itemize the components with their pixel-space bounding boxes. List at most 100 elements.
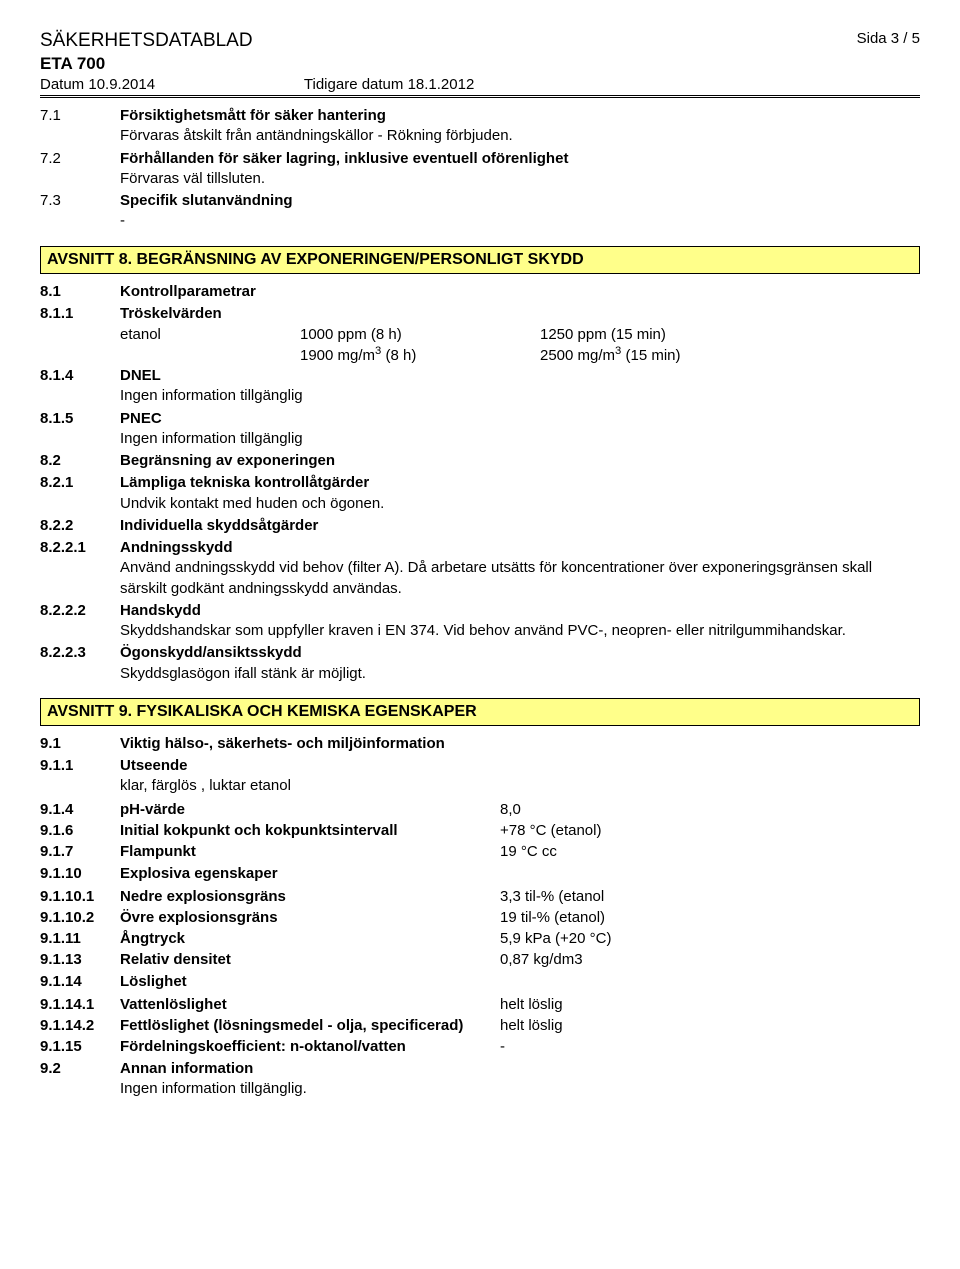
row-8-1-5: 8.1.5 PNEC Ingen information tillgänglig — [40, 409, 920, 450]
num-9-1-10: 9.1.10 — [40, 864, 120, 884]
property-label: Fettlöslighet (lösningsmedel - olja, spe… — [120, 1017, 500, 1034]
row-8-2: 8.2 Begränsning av exponeringen — [40, 451, 920, 471]
title-8-1: Kontrollparametrar — [120, 282, 920, 302]
num-9-1-14: 9.1.14 — [40, 972, 120, 992]
body-8-2-2-2: Skyddshandskar som uppfyller kraven i EN… — [120, 621, 920, 641]
property-num: 9.1.6 — [40, 822, 120, 839]
row-8-2-2-1: 8.2.2.1 Andningsskydd Använd andningssky… — [40, 538, 920, 599]
num-9-1: 9.1 — [40, 734, 120, 754]
num-9-1-1: 9.1.1 — [40, 756, 120, 797]
property-num: 9.1.4 — [40, 801, 120, 818]
body-9-1-1: klar, färglös , luktar etanol — [120, 776, 920, 796]
body-8-2-2-1: Använd andningsskydd vid behov (filter A… — [120, 558, 920, 599]
body-8-2-2-3: Skyddsglasögon ifall stänk är möjligt. — [120, 664, 920, 684]
product-name: ETA 700 — [40, 54, 920, 74]
num-8-2-2: 8.2.2 — [40, 516, 120, 536]
section-8-header: AVSNITT 8. BEGRÄNSNING AV EXPONERINGEN/P… — [40, 246, 920, 274]
row-9-1: 9.1 Viktig hälso-, säkerhets- och miljöi… — [40, 734, 920, 754]
etanol-a2: 1250 ppm (15 min) — [540, 326, 920, 343]
title-8-2-2-2: Handskydd — [120, 601, 920, 621]
property-value: helt löslig — [500, 996, 920, 1013]
row-8-2-2: 8.2.2 Individuella skyddsåtgärder — [40, 516, 920, 536]
title-7-1: Försiktighetsmått för säker hantering — [120, 106, 920, 126]
title-9-1-14: Löslighet — [120, 972, 920, 992]
properties-group-2: 9.1.10.1Nedre explosionsgräns3,3 til-% (… — [40, 888, 920, 968]
page-number: Sida 3 / 5 — [857, 30, 920, 47]
property-num: 9.1.14.1 — [40, 996, 120, 1013]
num-8-2-2-2: 8.2.2.2 — [40, 601, 120, 642]
num-8-1-1: 8.1.1 — [40, 304, 120, 324]
property-label: Relativ densitet — [120, 951, 500, 968]
property-row: 9.1.10.1Nedre explosionsgräns3,3 til-% (… — [40, 888, 920, 905]
date-row: Datum 10.9.2014 Tidigare datum 18.1.2012 — [40, 76, 920, 93]
body-9-2: Ingen information tillgänglig. — [120, 1079, 920, 1099]
property-value: 5,9 kPa (+20 °C) — [500, 930, 920, 947]
num-9-2: 9.2 — [40, 1059, 120, 1100]
body-7-2: Förvaras väl tillsluten. — [120, 169, 920, 189]
property-row: 9.1.6Initial kokpunkt och kokpunktsinter… — [40, 822, 920, 839]
property-row: 9.1.7Flampunkt19 °C cc — [40, 843, 920, 860]
header-divider — [40, 95, 920, 98]
row-8-2-2-3: 8.2.2.3 Ögonskydd/ansiktsskydd Skyddsgla… — [40, 643, 920, 684]
num-8-2-1: 8.2.1 — [40, 473, 120, 514]
row-9-1-1: 9.1.1 Utseende klar, färglös , luktar et… — [40, 756, 920, 797]
property-row: 9.1.14.1Vattenlöslighethelt löslig — [40, 996, 920, 1013]
num-8-1: 8.1 — [40, 282, 120, 302]
body-7-1: Förvaras åtskilt från antändningskällor … — [120, 126, 920, 146]
title-7-3: Specifik slutanvändning — [120, 191, 920, 211]
title-9-1-1: Utseende — [120, 756, 920, 776]
body-8-1-4: Ingen information tillgänglig — [120, 386, 920, 406]
property-row: 9.1.13Relativ densitet0,87 kg/dm3 — [40, 951, 920, 968]
date-current: Datum 10.9.2014 — [40, 76, 300, 93]
property-value: +78 °C (etanol) — [500, 822, 920, 839]
property-num: 9.1.13 — [40, 951, 120, 968]
property-num: 9.1.10.2 — [40, 909, 120, 926]
num-8-2: 8.2 — [40, 451, 120, 471]
property-row: 9.1.11Ångtryck5,9 kPa (+20 °C) — [40, 930, 920, 947]
property-value: 19 til-% (etanol) — [500, 909, 920, 926]
title-9-1-10: Explosiva egenskaper — [120, 864, 920, 884]
property-row: 9.1.4pH-värde8,0 — [40, 801, 920, 818]
title-8-1-5: PNEC — [120, 409, 920, 429]
property-row: 9.1.15Fördelningskoefficient: n-oktanol/… — [40, 1038, 920, 1055]
row-9-1-14: 9.1.14 Löslighet — [40, 972, 920, 992]
title-8-2: Begränsning av exponeringen — [120, 451, 920, 471]
property-num: 9.1.7 — [40, 843, 120, 860]
document-title: SÄKERHETSDATABLAD — [40, 30, 253, 52]
properties-group-3: 9.1.14.1Vattenlöslighethelt löslig9.1.14… — [40, 996, 920, 1055]
body-8-2-1: Undvik kontakt med huden och ögonen. — [120, 494, 920, 514]
property-value: helt löslig — [500, 1017, 920, 1034]
title-8-2-1: Lämpliga tekniska kontrollåtgärder — [120, 473, 920, 493]
etanol-row-1: etanol 1000 ppm (8 h) 1250 ppm (15 min) — [120, 326, 920, 343]
property-num: 9.1.11 — [40, 930, 120, 947]
title-8-1-4: DNEL — [120, 366, 920, 386]
row-8-1-1: 8.1.1 Tröskelvärden — [40, 304, 920, 324]
num-8-2-2-1: 8.2.2.1 — [40, 538, 120, 599]
property-value: 19 °C cc — [500, 843, 920, 860]
title-7-2: Förhållanden för säker lagring, inklusiv… — [120, 149, 920, 169]
body-7-3: - — [120, 211, 920, 231]
etanol-row-2: 1900 mg/m3 (8 h) 2500 mg/m3 (15 min) — [120, 345, 920, 364]
num-8-2-2-3: 8.2.2.3 — [40, 643, 120, 684]
property-label: Flampunkt — [120, 843, 500, 860]
num-7-1: 7.1 — [40, 106, 120, 147]
property-label: pH-värde — [120, 801, 500, 818]
row-7-1: 7.1 Försiktighetsmått för säker hanterin… — [40, 106, 920, 147]
page-header: SÄKERHETSDATABLAD Sida 3 / 5 — [40, 30, 920, 52]
row-8-1: 8.1 Kontrollparametrar — [40, 282, 920, 302]
num-8-1-5: 8.1.5 — [40, 409, 120, 450]
property-label: Övre explosionsgräns — [120, 909, 500, 926]
etanol-b2: 2500 mg/m3 (15 min) — [540, 345, 920, 364]
row-7-3: 7.3 Specifik slutanvändning - — [40, 191, 920, 232]
title-8-2-2: Individuella skyddsåtgärder — [120, 516, 920, 536]
property-label: Ångtryck — [120, 930, 500, 947]
title-8-2-2-3: Ögonskydd/ansiktsskydd — [120, 643, 920, 663]
etanol-b1: 1900 mg/m3 (8 h) — [300, 345, 540, 364]
property-row: 9.1.10.2Övre explosionsgräns19 til-% (et… — [40, 909, 920, 926]
property-label: Fördelningskoefficient: n-oktanol/vatten — [120, 1038, 500, 1055]
property-num: 9.1.14.2 — [40, 1017, 120, 1034]
title-9-2: Annan information — [120, 1059, 920, 1079]
num-8-1-4: 8.1.4 — [40, 366, 120, 407]
section-9-header: AVSNITT 9. FYSIKALISKA OCH KEMISKA EGENS… — [40, 698, 920, 726]
property-value: 3,3 til-% (etanol — [500, 888, 920, 905]
